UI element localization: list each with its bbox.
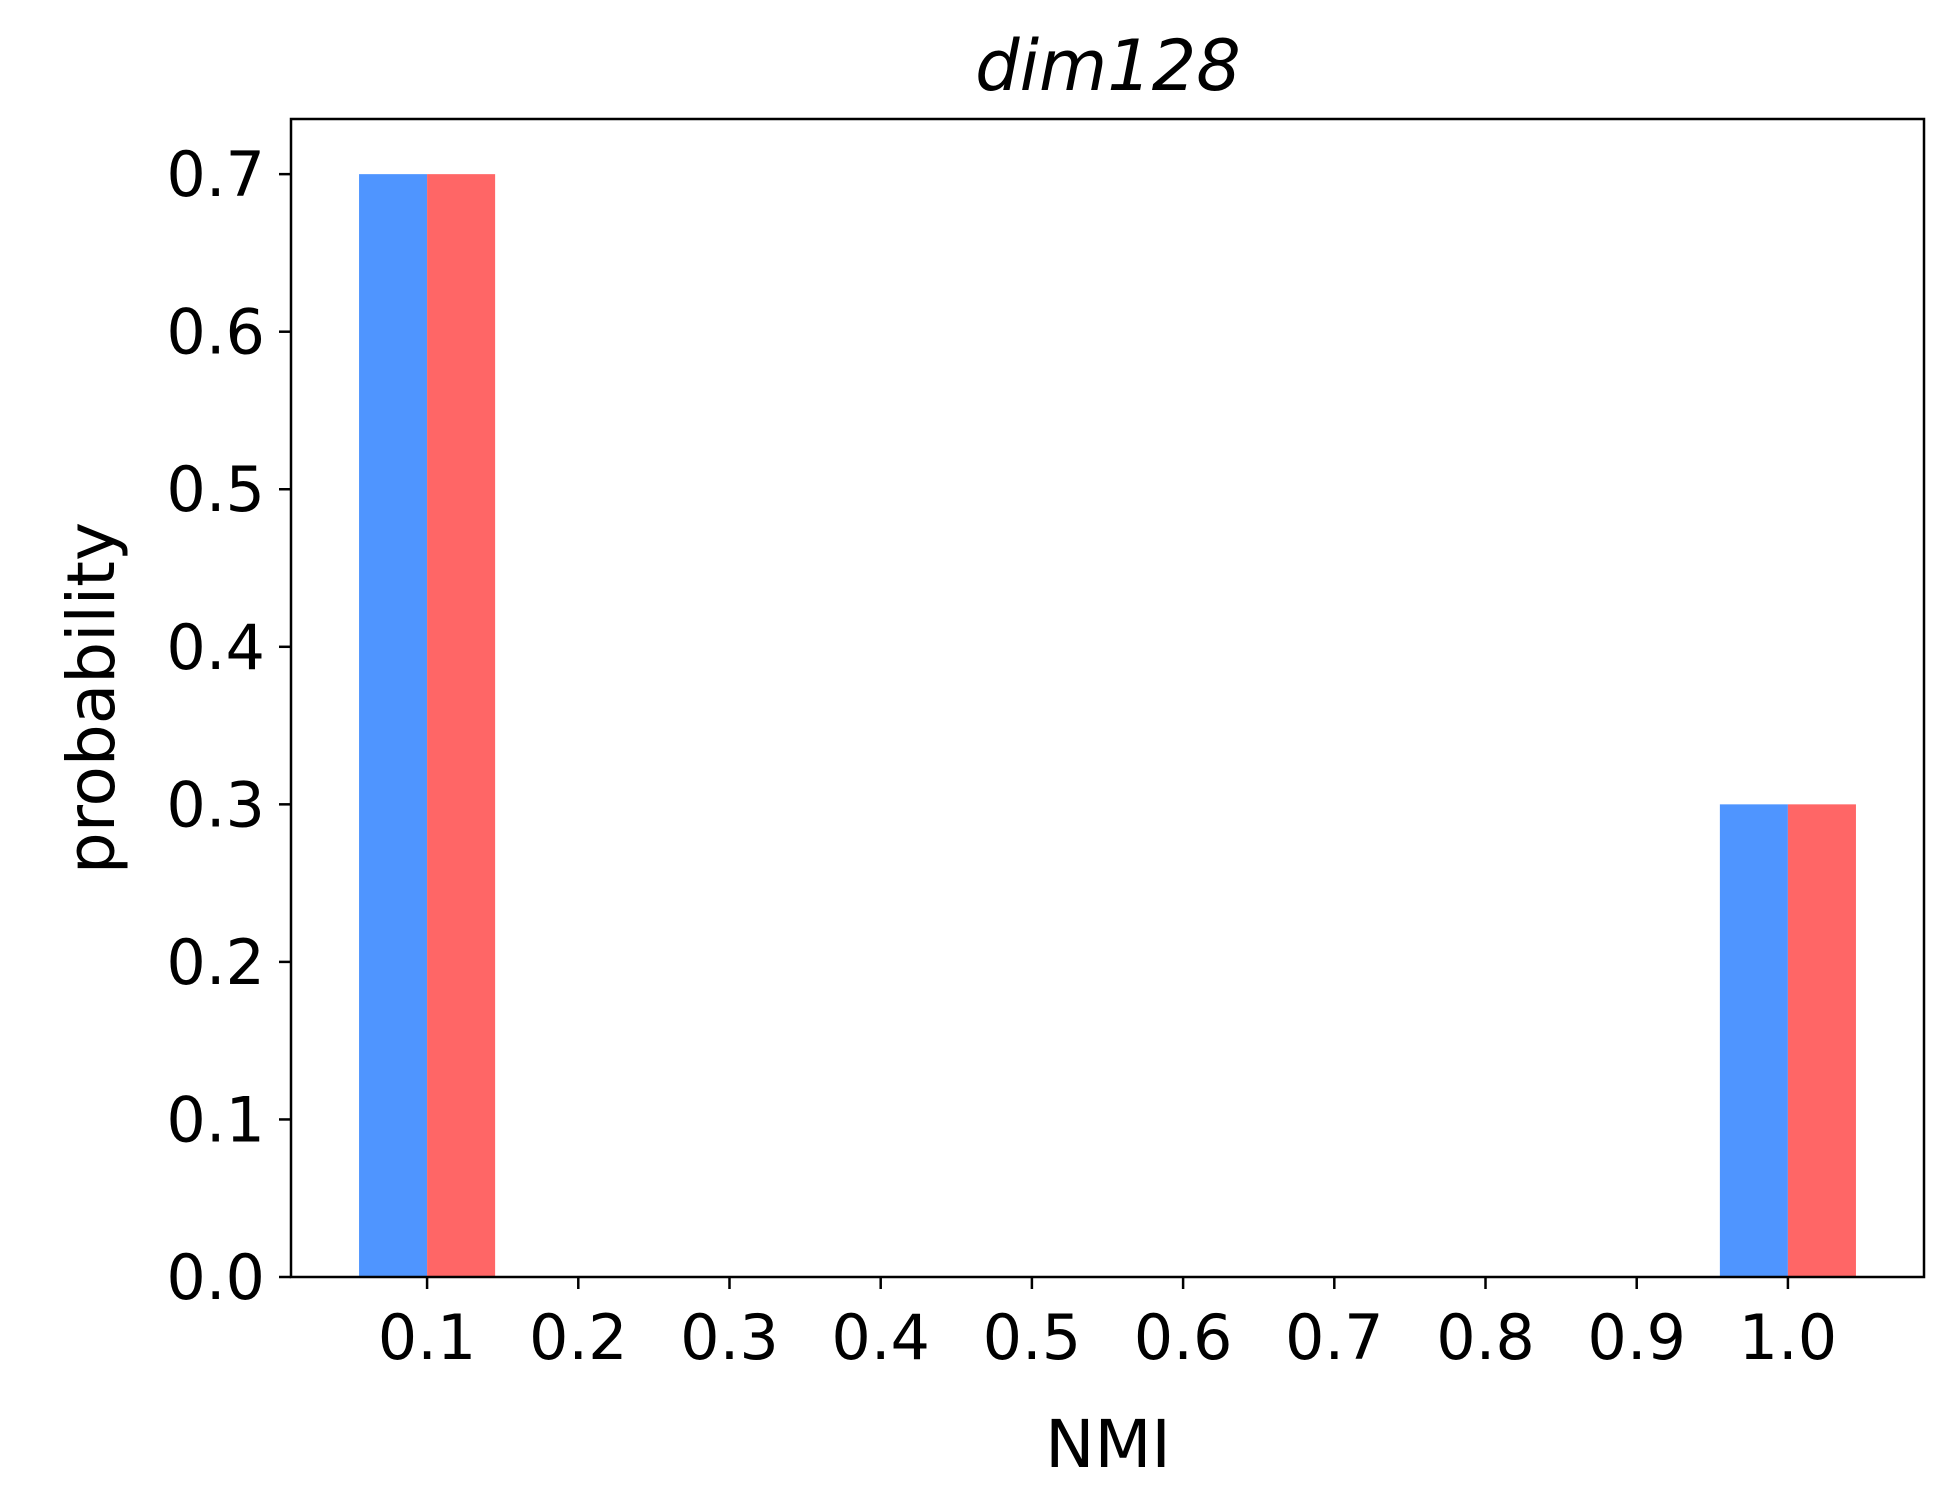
y-tick-label: 0.1 — [166, 1083, 265, 1156]
x-tick-label: 0.9 — [1587, 1301, 1686, 1374]
y-axis: 0.0 0.1 0.2 0.3 0.4 0.5 0.6 0.7 — [166, 138, 291, 1314]
x-axis: 0.1 0.2 0.3 0.4 0.5 0.6 0.7 0.8 0.9 1.0 — [378, 1277, 1837, 1374]
x-tick-label: 0.7 — [1285, 1301, 1384, 1374]
y-tick-label: 0.5 — [166, 453, 265, 526]
x-tick-label: 0.2 — [529, 1301, 628, 1374]
x-tick-label: 0.4 — [831, 1301, 930, 1374]
bar-series2-0 — [427, 174, 496, 1278]
y-tick-label: 0.0 — [166, 1241, 265, 1314]
bars-group — [359, 174, 1856, 1278]
chart-title: dim128 — [975, 25, 1241, 107]
x-axis-label: NMI — [1045, 1406, 1171, 1483]
y-tick-label: 0.6 — [166, 296, 265, 369]
y-tick-label: 0.3 — [166, 768, 265, 841]
x-tick-label: 0.5 — [983, 1301, 1082, 1374]
y-axis-label: probability — [53, 522, 130, 874]
bar-series1-0 — [359, 174, 428, 1278]
plot-frame — [289, 117, 1926, 1279]
x-tick-label: 0.6 — [1134, 1301, 1233, 1374]
x-tick-label: 0.8 — [1436, 1301, 1535, 1374]
bar-series2-1 — [1787, 804, 1856, 1277]
y-tick-label: 0.7 — [166, 138, 265, 211]
x-tick-label: 0.3 — [680, 1301, 779, 1374]
x-tick-label: 1.0 — [1739, 1301, 1838, 1374]
bar-series1-1 — [1719, 804, 1788, 1277]
y-tick-label: 0.4 — [166, 611, 265, 684]
x-tick-label: 0.1 — [378, 1301, 477, 1374]
y-tick-label: 0.2 — [166, 926, 265, 999]
